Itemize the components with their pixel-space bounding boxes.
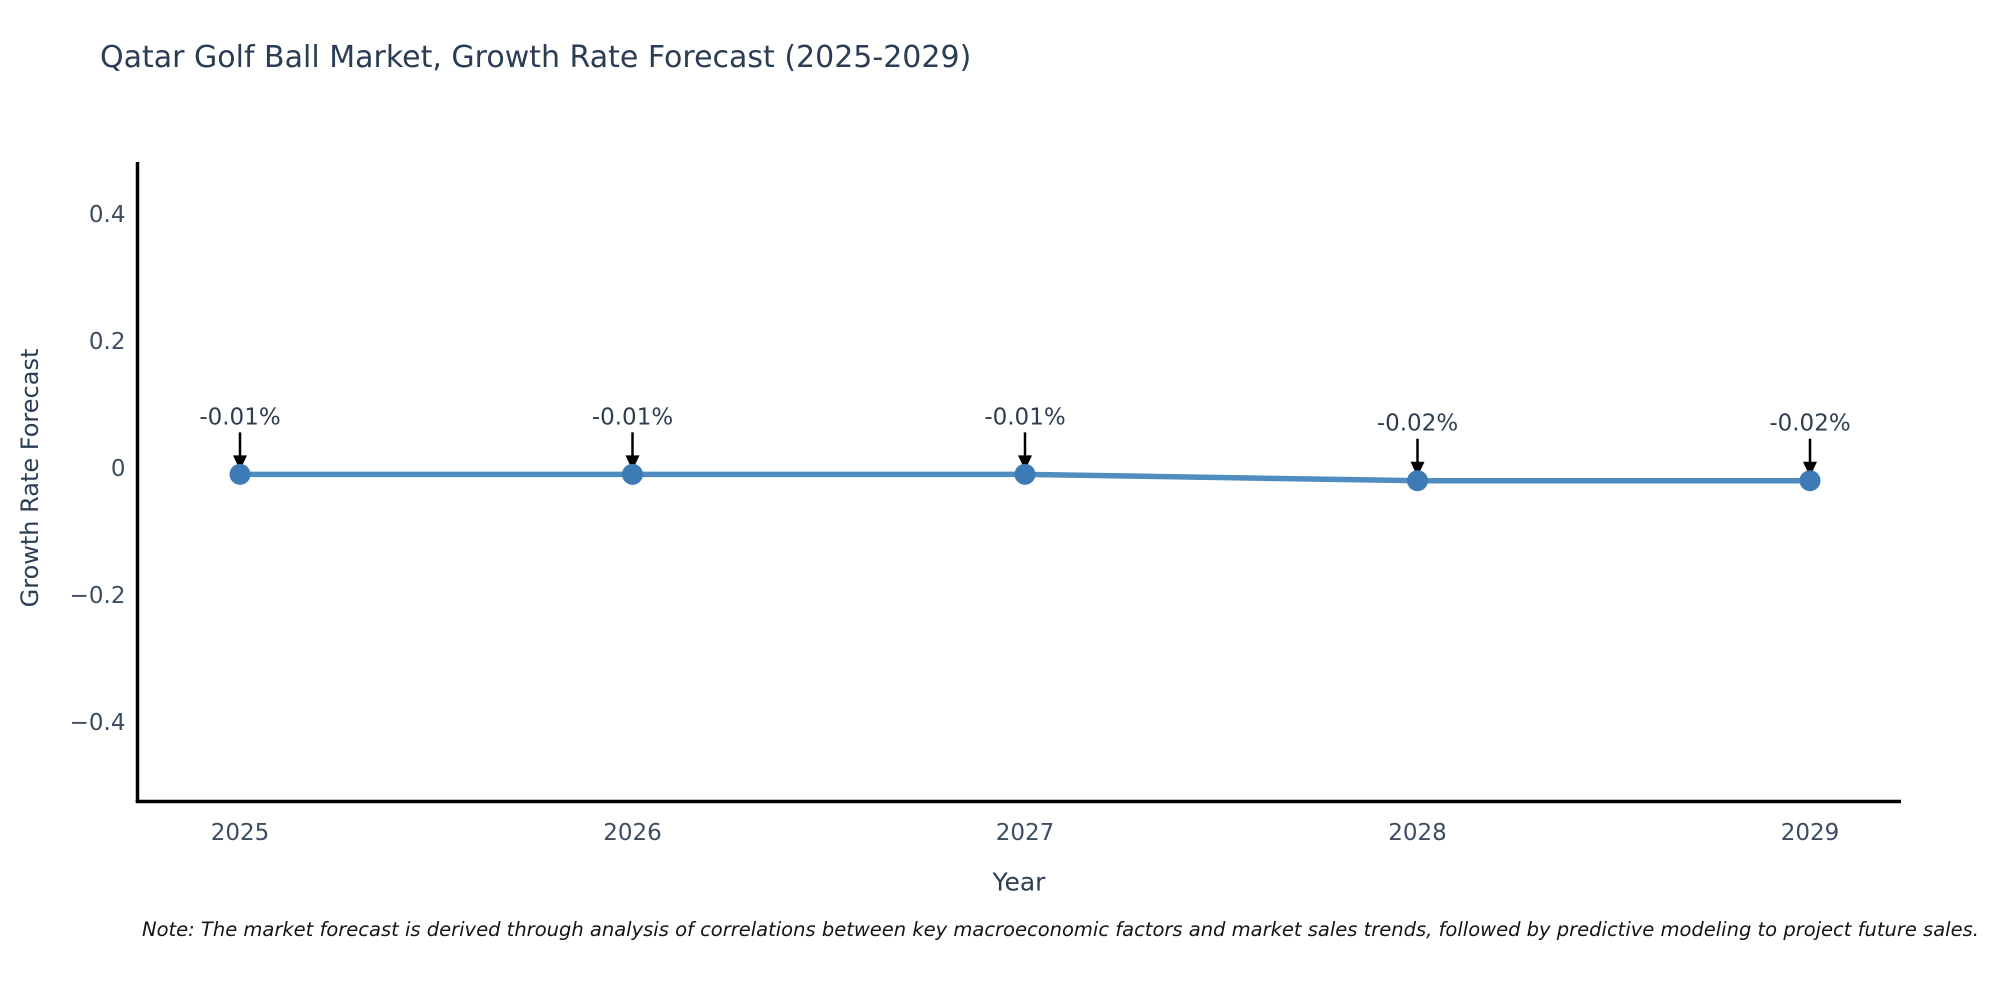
footnote: Note: The market forecast is derived thr… — [142, 918, 1979, 941]
chart-title: Qatar Golf Ball Market, Growth Rate Fore… — [100, 40, 972, 75]
x-tick-label: 2025 — [211, 820, 270, 846]
y-tick-label: −0.4 — [70, 710, 126, 736]
data-point-marker — [1014, 463, 1036, 485]
x-tick-label: 2026 — [603, 820, 662, 846]
x-tick-label: 2027 — [996, 820, 1055, 846]
data-point-marker — [1407, 470, 1428, 492]
annotation-arrow-head — [1410, 461, 1425, 477]
annotation-arrow-head — [1803, 461, 1817, 477]
data-point-marker — [622, 463, 643, 485]
data-point-label: -0.01% — [984, 404, 1065, 430]
data-point-label: -0.01% — [592, 404, 673, 430]
annotation-arrow-head — [1018, 455, 1032, 471]
data-point-label: -0.02% — [1769, 411, 1850, 437]
y-tick-label: −0.2 — [70, 583, 126, 609]
x-tick-label: 2029 — [1781, 820, 1840, 846]
annotation-arrow-head — [625, 455, 640, 471]
x-tick-label: 2028 — [1388, 820, 1447, 846]
data-point-label: -0.01% — [199, 404, 280, 430]
y-tick-label: 0.2 — [89, 329, 126, 355]
data-point-marker — [1799, 470, 1821, 492]
data-point-label: -0.02% — [1377, 411, 1458, 437]
x-axis-title: Year — [992, 867, 1046, 897]
y-tick-label: 0.4 — [89, 202, 126, 228]
data-point-marker — [229, 463, 251, 485]
annotation-arrow-head — [233, 455, 247, 471]
y-tick-label: 0 — [111, 456, 126, 482]
